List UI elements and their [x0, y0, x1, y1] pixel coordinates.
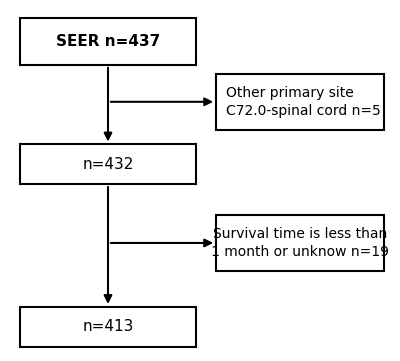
Text: n=432: n=432 [82, 157, 134, 172]
FancyBboxPatch shape [20, 18, 196, 65]
FancyBboxPatch shape [20, 307, 196, 347]
FancyBboxPatch shape [216, 215, 384, 271]
FancyBboxPatch shape [216, 74, 384, 130]
Text: Survival time is less than
1 month or unknow n=19: Survival time is less than 1 month or un… [211, 227, 389, 259]
FancyBboxPatch shape [20, 144, 196, 184]
Text: n=413: n=413 [82, 319, 134, 334]
Text: SEER n=437: SEER n=437 [56, 34, 160, 49]
Text: Other primary site
C72.0-spinal cord n=5: Other primary site C72.0-spinal cord n=5 [226, 86, 381, 118]
